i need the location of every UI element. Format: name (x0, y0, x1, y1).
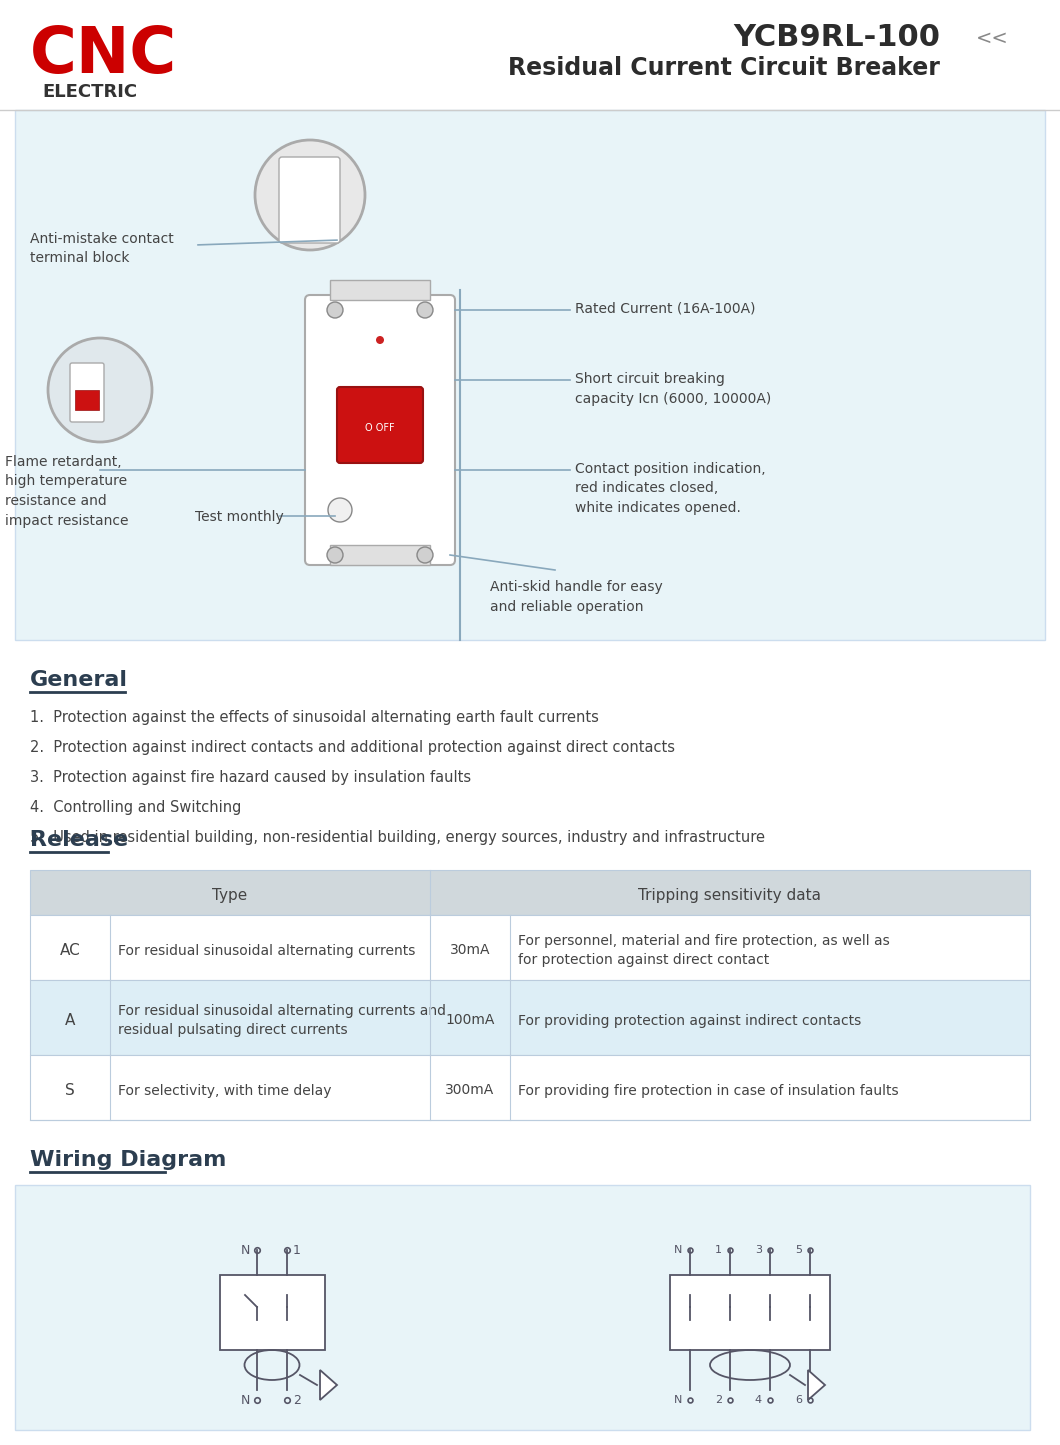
Text: Short circuit breaking
capacity Icn (6000, 10000A): Short circuit breaking capacity Icn (600… (575, 371, 772, 406)
Text: 1.  Protection against the effects of sinusoidal alternating earth fault current: 1. Protection against the effects of sin… (30, 709, 599, 725)
Bar (330, 545, 430, 565)
Text: N: N (241, 1244, 250, 1257)
Text: CNC: CNC (30, 25, 177, 87)
Text: Wiring Diagram: Wiring Diagram (30, 1150, 227, 1170)
Circle shape (328, 499, 352, 522)
Bar (15, 110, 1045, 640)
Text: Residual Current Circuit Breaker: Residual Current Circuit Breaker (508, 56, 940, 79)
Text: 300mA: 300mA (445, 1084, 495, 1098)
Text: 4: 4 (755, 1394, 762, 1405)
Circle shape (48, 338, 152, 442)
Text: For personnel, material and fire protection, as well as
for protection against d: For personnel, material and fire protect… (518, 933, 889, 967)
Text: 2: 2 (714, 1394, 722, 1405)
Text: O OFF: O OFF (366, 423, 394, 434)
Text: Flame retardant,
high temperature
resistance and
impact resistance: Flame retardant, high temperature resist… (5, 455, 128, 527)
Text: For providing protection against indirect contacts: For providing protection against indirec… (518, 1013, 861, 1027)
Text: Anti-skid handle for easy
and reliable operation: Anti-skid handle for easy and reliable o… (490, 579, 662, 614)
Circle shape (417, 302, 432, 318)
Text: N: N (673, 1246, 682, 1256)
Text: 30mA: 30mA (449, 944, 490, 958)
Text: YCB9RL-100: YCB9RL-100 (734, 23, 940, 52)
Text: 6: 6 (795, 1394, 802, 1405)
Text: For residual sinusoidal alternating currents and
residual pulsating direct curre: For residual sinusoidal alternating curr… (118, 1004, 446, 1038)
Bar (75, 390, 99, 410)
Text: 4.  Controlling and Switching: 4. Controlling and Switching (30, 801, 242, 815)
Text: <<: << (976, 29, 1009, 48)
Text: Tripping sensitivity data: Tripping sensitivity data (638, 889, 822, 903)
Text: For selectivity, with time delay: For selectivity, with time delay (118, 1084, 332, 1098)
Polygon shape (808, 1370, 825, 1400)
Text: 2: 2 (293, 1393, 301, 1406)
FancyBboxPatch shape (279, 158, 340, 243)
Bar (30, 915, 1030, 980)
Bar (15, 1185, 1030, 1431)
Text: Test monthly: Test monthly (195, 510, 284, 525)
Bar (220, 1274, 325, 1350)
Text: Anti-mistake contact
terminal block: Anti-mistake contact terminal block (30, 233, 174, 266)
Text: 2.  Protection against indirect contacts and additional protection against direc: 2. Protection against indirect contacts … (30, 740, 675, 754)
Text: 1: 1 (716, 1246, 722, 1256)
Circle shape (326, 302, 343, 318)
Bar (30, 980, 1030, 1055)
Text: 100mA: 100mA (445, 1013, 495, 1027)
Text: For providing fire protection in case of insulation faults: For providing fire protection in case of… (518, 1084, 899, 1098)
Text: A: A (65, 1013, 75, 1027)
Circle shape (376, 337, 384, 344)
Polygon shape (320, 1370, 337, 1400)
FancyBboxPatch shape (70, 363, 104, 422)
Text: 1: 1 (293, 1244, 301, 1257)
Text: AC: AC (59, 944, 81, 958)
Bar (0, 0, 1060, 110)
Text: N: N (673, 1394, 682, 1405)
Text: Type: Type (212, 889, 248, 903)
Text: ELECTRIC: ELECTRIC (42, 82, 137, 101)
Text: For residual sinusoidal alternating currents: For residual sinusoidal alternating curr… (118, 944, 416, 958)
Text: General: General (30, 670, 128, 691)
Text: 5.  Used in residential building, non-residential building, energy sources, indu: 5. Used in residential building, non-res… (30, 829, 765, 845)
Text: Contact position indication,
red indicates closed,
white indicates opened.: Contact position indication, red indicat… (575, 462, 765, 514)
Text: N: N (241, 1393, 250, 1406)
Bar (30, 870, 1030, 915)
Circle shape (255, 140, 365, 250)
Text: 3: 3 (755, 1246, 762, 1256)
Text: Release: Release (30, 829, 128, 850)
Circle shape (326, 548, 343, 564)
Text: 3.  Protection against fire hazard caused by insulation faults: 3. Protection against fire hazard caused… (30, 770, 471, 785)
Text: Rated Current (16A-100A): Rated Current (16A-100A) (575, 302, 756, 316)
Circle shape (417, 548, 432, 564)
Bar (670, 1274, 830, 1350)
Bar (30, 1055, 1030, 1120)
Text: 5: 5 (795, 1246, 802, 1256)
FancyBboxPatch shape (337, 387, 423, 462)
Text: S: S (65, 1082, 75, 1098)
FancyBboxPatch shape (305, 295, 455, 565)
Text: CNC: CNC (367, 390, 393, 400)
Bar (330, 280, 430, 301)
